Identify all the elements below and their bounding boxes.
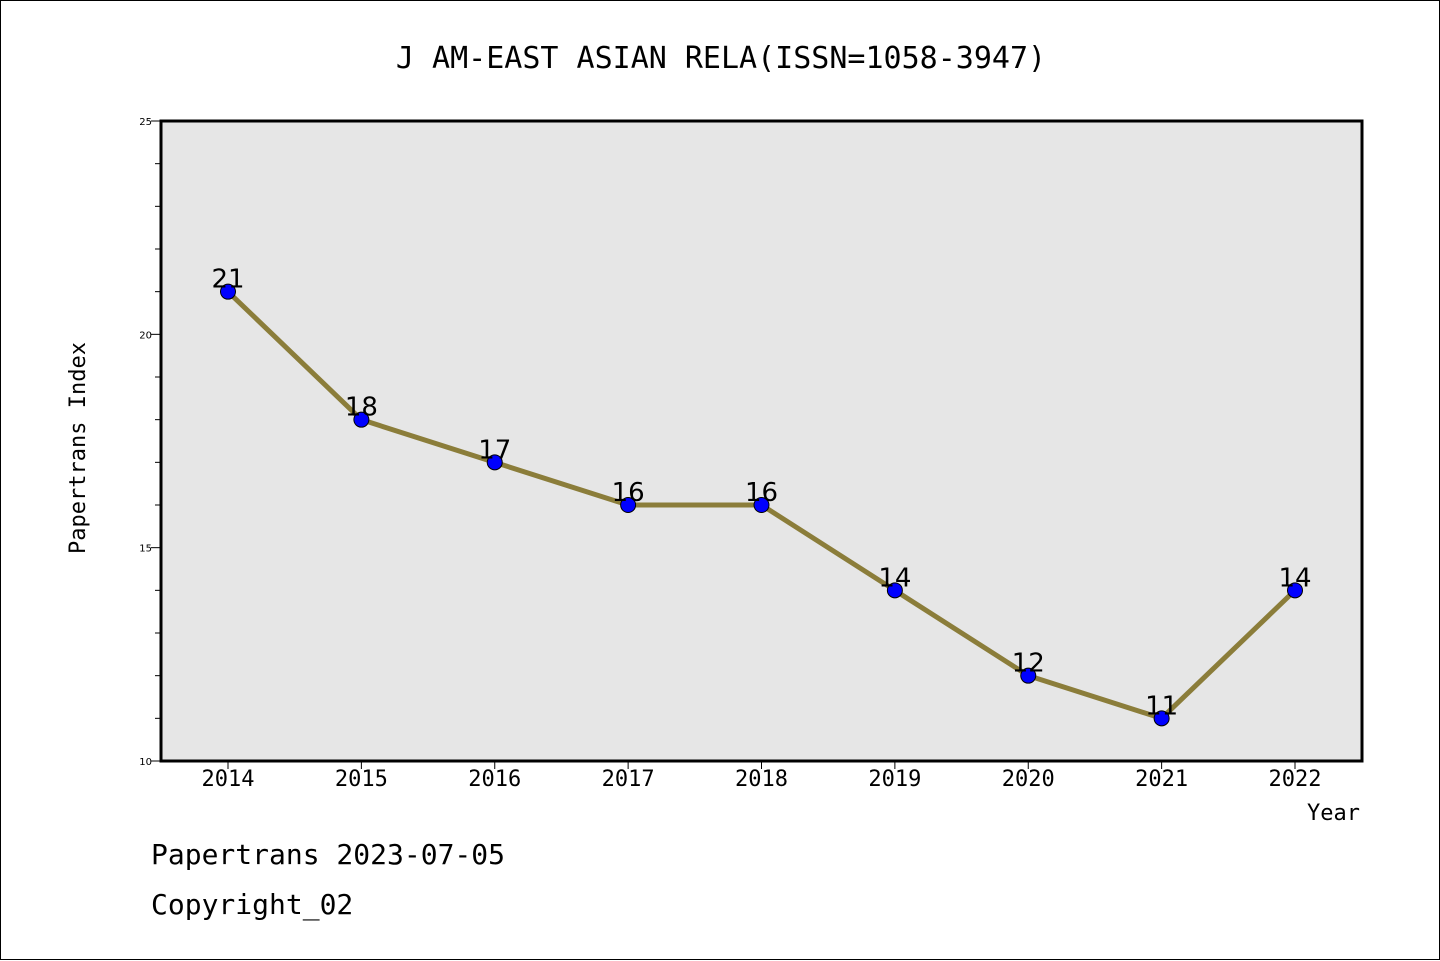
data-point	[620, 497, 637, 513]
x-tick-label: 2021	[1135, 767, 1188, 792]
y-tick-label: 20	[139, 330, 152, 341]
data-point	[486, 454, 503, 471]
y-tick-label: 25	[139, 117, 152, 128]
chart-title: J AM-EAST ASIAN RELA(ISSN=1058-3947)	[396, 41, 1046, 76]
data-point	[353, 411, 370, 428]
footer-copyright: Copyright_02	[151, 888, 353, 922]
footer-date: Papertrans 2023-07-05	[151, 838, 505, 871]
data-label: 11	[1145, 691, 1178, 721]
x-axis-label: Year	[1307, 801, 1360, 826]
data-label: 12	[1012, 649, 1045, 679]
data-label: 17	[478, 435, 511, 465]
data-point	[1287, 582, 1303, 599]
y-tick-label: 15	[139, 544, 152, 555]
x-tick-label: 2020	[1002, 767, 1055, 792]
y-tick-label: 10	[139, 757, 152, 768]
data-point	[1153, 710, 1170, 727]
x-tick-label: 2017	[602, 767, 655, 792]
x-tick-label: 2022	[1269, 767, 1322, 792]
x-tick-label: 2016	[468, 767, 521, 792]
x-tick-label: 2015	[335, 767, 388, 792]
data-label: 14	[878, 563, 911, 593]
x-tick-label: 2019	[868, 767, 921, 792]
data-point	[753, 497, 770, 513]
data-label: 21	[211, 265, 244, 295]
data-point	[220, 283, 236, 300]
data-label: 16	[745, 478, 778, 508]
data-point	[1020, 667, 1037, 684]
data-label: 14	[1278, 563, 1311, 593]
data-label: 18	[345, 393, 378, 423]
plot-area	[159, 119, 1364, 763]
data-point	[886, 582, 903, 599]
x-tick-label: 2014	[202, 767, 255, 792]
x-axis-ticks: 2014 2015 2016 2017 2018 2019 2020 2021 2022	[202, 761, 1322, 792]
data-label: 16	[612, 478, 645, 508]
x-tick-label: 2018	[735, 767, 788, 792]
series-layer: 21 18 17 16 16 14 12 11 14	[211, 265, 1312, 727]
y-axis-ticks: 10 15 20 25	[139, 117, 161, 768]
y-axis-label: Papertrans Index	[66, 342, 91, 554]
